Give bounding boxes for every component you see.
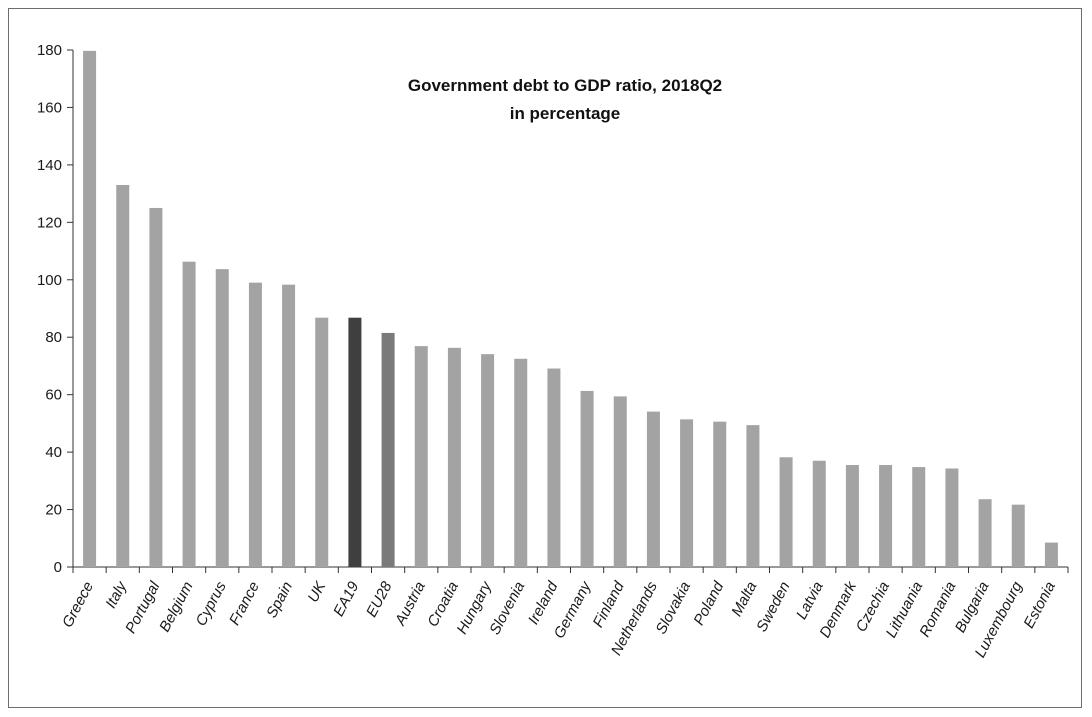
bar-portugal bbox=[149, 207, 163, 567]
bar-luxembourg bbox=[1011, 504, 1025, 567]
chart-subtitle: in percentage bbox=[510, 104, 621, 123]
bar-lithuania bbox=[912, 467, 926, 567]
category-label: Cyprus bbox=[192, 578, 230, 628]
category-label: Estonia bbox=[1020, 579, 1059, 631]
bar-sweden bbox=[779, 457, 793, 567]
category-label: Austria bbox=[391, 579, 428, 629]
bar-germany bbox=[580, 390, 594, 567]
bar-uk bbox=[315, 317, 329, 567]
y-tick-label: 20 bbox=[45, 502, 62, 519]
bar-czechia bbox=[879, 465, 893, 567]
bar-cyprus bbox=[215, 269, 229, 567]
bar-bulgaria bbox=[978, 499, 992, 567]
chart-title: Government debt to GDP ratio, 2018Q2 bbox=[408, 76, 722, 95]
category-label: Malta bbox=[728, 579, 760, 619]
bar-belgium bbox=[182, 261, 196, 567]
bar-romania bbox=[945, 468, 959, 567]
bar-ireland bbox=[547, 368, 561, 567]
bar-slovakia bbox=[680, 419, 694, 567]
category-label: EA19 bbox=[330, 578, 363, 619]
bar-hungary bbox=[481, 354, 495, 567]
category-label: France bbox=[226, 579, 263, 628]
category-label: Poland bbox=[690, 578, 727, 628]
y-tick-label: 160 bbox=[37, 99, 62, 116]
bar-latvia bbox=[812, 460, 826, 567]
bar-austria bbox=[414, 346, 428, 567]
category-label: UK bbox=[304, 578, 329, 605]
bar-spain bbox=[282, 284, 296, 567]
bar-chart: 0 20 40 60 80 100 120 140 160 180 Greece ItalyPort… bbox=[37, 42, 1069, 661]
y-tick-label: 180 bbox=[37, 42, 62, 59]
bar-finland bbox=[613, 396, 627, 567]
bar-slovenia bbox=[514, 358, 528, 567]
y-tick-label: 60 bbox=[45, 387, 62, 404]
category-label: Spain bbox=[263, 579, 296, 621]
x-axis bbox=[72, 566, 1069, 573]
category-label: EU28 bbox=[363, 578, 396, 620]
chart-frame: 0 20 40 60 80 100 120 140 160 180 Greece Italy Port… bbox=[8, 8, 1082, 708]
y-tick-label: 40 bbox=[45, 444, 62, 461]
category-label: Ireland bbox=[525, 578, 562, 627]
bar-denmark bbox=[845, 465, 859, 567]
bar-eu28 bbox=[381, 332, 395, 567]
bar-italy bbox=[116, 184, 130, 567]
bar-greece bbox=[83, 50, 97, 567]
y-axis: 0 20 40 60 80 100 120 140 160 180 bbox=[37, 42, 74, 576]
category-label: Italy bbox=[102, 578, 131, 612]
y-tick-label: 100 bbox=[37, 272, 62, 289]
bar-netherlands bbox=[646, 411, 660, 567]
bars bbox=[83, 50, 1058, 567]
category-label: Latvia bbox=[793, 579, 827, 622]
bar-malta bbox=[746, 425, 760, 567]
y-tick-label: 80 bbox=[45, 329, 62, 346]
bar-poland bbox=[713, 421, 727, 567]
y-tick-label: 140 bbox=[37, 157, 62, 174]
bar-ea19 bbox=[348, 317, 362, 567]
y-tick-label: 120 bbox=[37, 214, 62, 231]
bar-croatia bbox=[447, 347, 461, 567]
y-tick-label: 0 bbox=[54, 559, 62, 576]
category-label: Greece bbox=[59, 579, 97, 630]
bar-france bbox=[248, 282, 262, 567]
bar-estonia bbox=[1044, 542, 1058, 567]
